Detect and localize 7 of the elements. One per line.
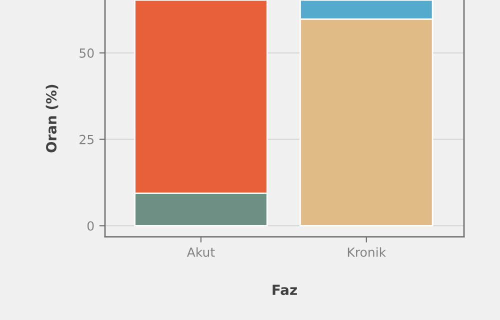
x-axis-title: Faz [272,284,297,296]
x-tick-label: Kronik [348,247,386,257]
y-axis-title: Oran (%) [46,84,58,152]
y-tick-label: 0 [87,221,94,231]
y-tick-label: 25 [80,134,94,144]
x-tick-label: Akut [186,247,215,257]
y-tick-label: 50 [80,48,94,58]
